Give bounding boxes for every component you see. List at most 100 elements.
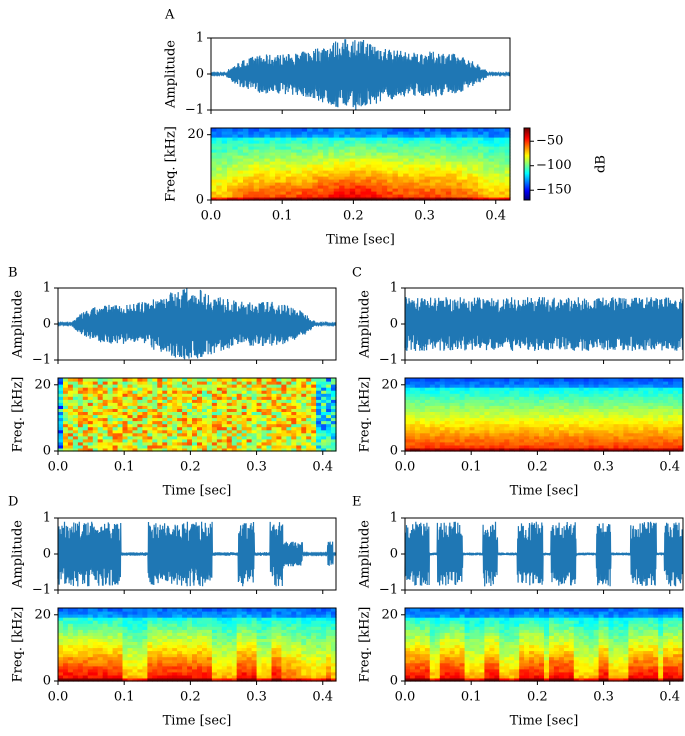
spectrogram-cell bbox=[123, 608, 129, 612]
y-axis-label: Amplitude bbox=[11, 520, 26, 589]
spectrogram-cell bbox=[410, 378, 416, 382]
spectrogram-cell bbox=[504, 433, 510, 437]
spectrogram-cell bbox=[559, 433, 565, 437]
spectrogram-cell bbox=[311, 390, 317, 394]
spectrogram-cell bbox=[480, 384, 486, 388]
spectrogram-cell bbox=[653, 384, 659, 388]
spectrogram-cell bbox=[489, 384, 495, 388]
spectrogram-cell bbox=[73, 378, 79, 382]
spectrogram-cell bbox=[296, 128, 302, 132]
spectrogram-cell bbox=[222, 651, 228, 655]
spectrogram-cell bbox=[152, 442, 158, 446]
spectrogram-cell bbox=[142, 405, 148, 409]
y-tick-label: −1 bbox=[32, 353, 51, 368]
spectrogram-cell bbox=[167, 384, 173, 388]
spectrogram-cell bbox=[128, 642, 134, 646]
spectrogram-cell bbox=[584, 442, 590, 446]
spectrogram-cell bbox=[78, 635, 84, 639]
spectrogram-cell bbox=[579, 412, 585, 416]
spectrogram-cell bbox=[455, 412, 461, 416]
spectrogram-cell bbox=[98, 642, 104, 646]
spectrogram-cell bbox=[137, 390, 143, 394]
spectrogram-cell bbox=[633, 378, 639, 382]
spectrogram-cell bbox=[316, 421, 322, 425]
spectrogram-cell bbox=[113, 390, 119, 394]
spectrogram-cell bbox=[68, 427, 74, 431]
spectrogram-cell bbox=[410, 412, 416, 416]
spectrogram-cell bbox=[202, 620, 208, 624]
spectrogram-cell bbox=[172, 390, 178, 394]
spectrogram-cell bbox=[499, 128, 505, 132]
spectrogram-cell bbox=[628, 378, 634, 382]
spectrogram-cell bbox=[172, 608, 178, 612]
spectrogram-cell bbox=[192, 672, 198, 676]
spectrogram-cell bbox=[108, 442, 114, 446]
spectrogram-cell bbox=[113, 405, 119, 409]
spectrogram-cell bbox=[93, 626, 99, 630]
spectrogram-cell bbox=[257, 412, 263, 416]
spectrogram-cell bbox=[187, 614, 193, 618]
spectrogram-cell bbox=[157, 405, 163, 409]
spectrogram-cell bbox=[549, 442, 555, 446]
spectrogram-cell bbox=[648, 433, 654, 437]
spectrogram-cell bbox=[212, 390, 218, 394]
spectrogram-cell bbox=[435, 442, 441, 446]
spectrogram-cell bbox=[252, 378, 258, 382]
spectrogram-cell bbox=[98, 427, 104, 431]
spectrogram-cell bbox=[147, 642, 153, 646]
spectrogram-cell bbox=[628, 427, 634, 431]
spectrogram-cell bbox=[118, 421, 124, 425]
spectrogram-cell bbox=[202, 433, 208, 437]
spectrogram-cell bbox=[653, 421, 659, 425]
spectrogram-cell bbox=[614, 427, 620, 431]
spectrogram-cell bbox=[237, 421, 243, 425]
spectrogram-cell bbox=[589, 405, 595, 409]
spectrogram-cell bbox=[658, 384, 664, 388]
spectrogram-cell bbox=[192, 405, 198, 409]
spectrogram-cell bbox=[217, 620, 223, 624]
spectrogram-image bbox=[58, 378, 337, 452]
spectrogram-cell bbox=[123, 620, 129, 624]
spectrogram-cell bbox=[187, 657, 193, 661]
spectrogram-cell bbox=[623, 433, 629, 437]
spectrogram-cell bbox=[604, 433, 610, 437]
y-tick-label: −1 bbox=[185, 103, 204, 118]
y-tick-label: 1 bbox=[43, 511, 51, 526]
spectrogram-cell bbox=[329, 128, 335, 132]
y-tick-label: 0 bbox=[43, 317, 51, 332]
spectrogram-cell bbox=[103, 412, 109, 416]
spectrogram-cell bbox=[574, 378, 580, 382]
spectrogram-cell bbox=[554, 421, 560, 425]
spectrogram-cell bbox=[78, 412, 84, 416]
spectrogram-cell bbox=[222, 433, 228, 437]
spectrogram-cell bbox=[480, 396, 486, 400]
spectrogram-cell bbox=[628, 421, 634, 425]
spectrogram-cell bbox=[103, 427, 109, 431]
spectrogram-cell bbox=[157, 642, 163, 646]
spectrogram-cell bbox=[243, 128, 249, 132]
spectrogram-cell bbox=[484, 421, 490, 425]
x-tick-label: 0.4 bbox=[659, 460, 680, 475]
spectrogram-cell bbox=[137, 396, 143, 400]
spectrogram-cell bbox=[93, 421, 99, 425]
spectrogram-cell bbox=[162, 614, 168, 618]
spectrogram-cell bbox=[137, 663, 143, 667]
spectrogram-cell bbox=[569, 405, 575, 409]
spectrogram-cell bbox=[673, 442, 679, 446]
spectrogram-cell bbox=[470, 405, 476, 409]
spectrogram-cell bbox=[63, 651, 69, 655]
spectrogram-cell bbox=[430, 384, 436, 388]
spectrogram-cell bbox=[147, 635, 153, 639]
spectrogram-cell bbox=[420, 405, 426, 409]
spectrogram-cell bbox=[113, 384, 119, 388]
spectrogram-cell bbox=[475, 427, 481, 431]
spectrogram-cell bbox=[58, 608, 64, 612]
x-tick-label: 0.1 bbox=[272, 209, 293, 224]
spectrogram-cell bbox=[281, 390, 287, 394]
spectrogram-cell bbox=[633, 396, 639, 400]
spectrogram-cell bbox=[272, 396, 278, 400]
spectrogram-cell bbox=[58, 384, 64, 388]
spectrogram-cell bbox=[619, 384, 625, 388]
spectrogram-cell bbox=[98, 405, 104, 409]
spectrogram-cell bbox=[202, 614, 208, 618]
